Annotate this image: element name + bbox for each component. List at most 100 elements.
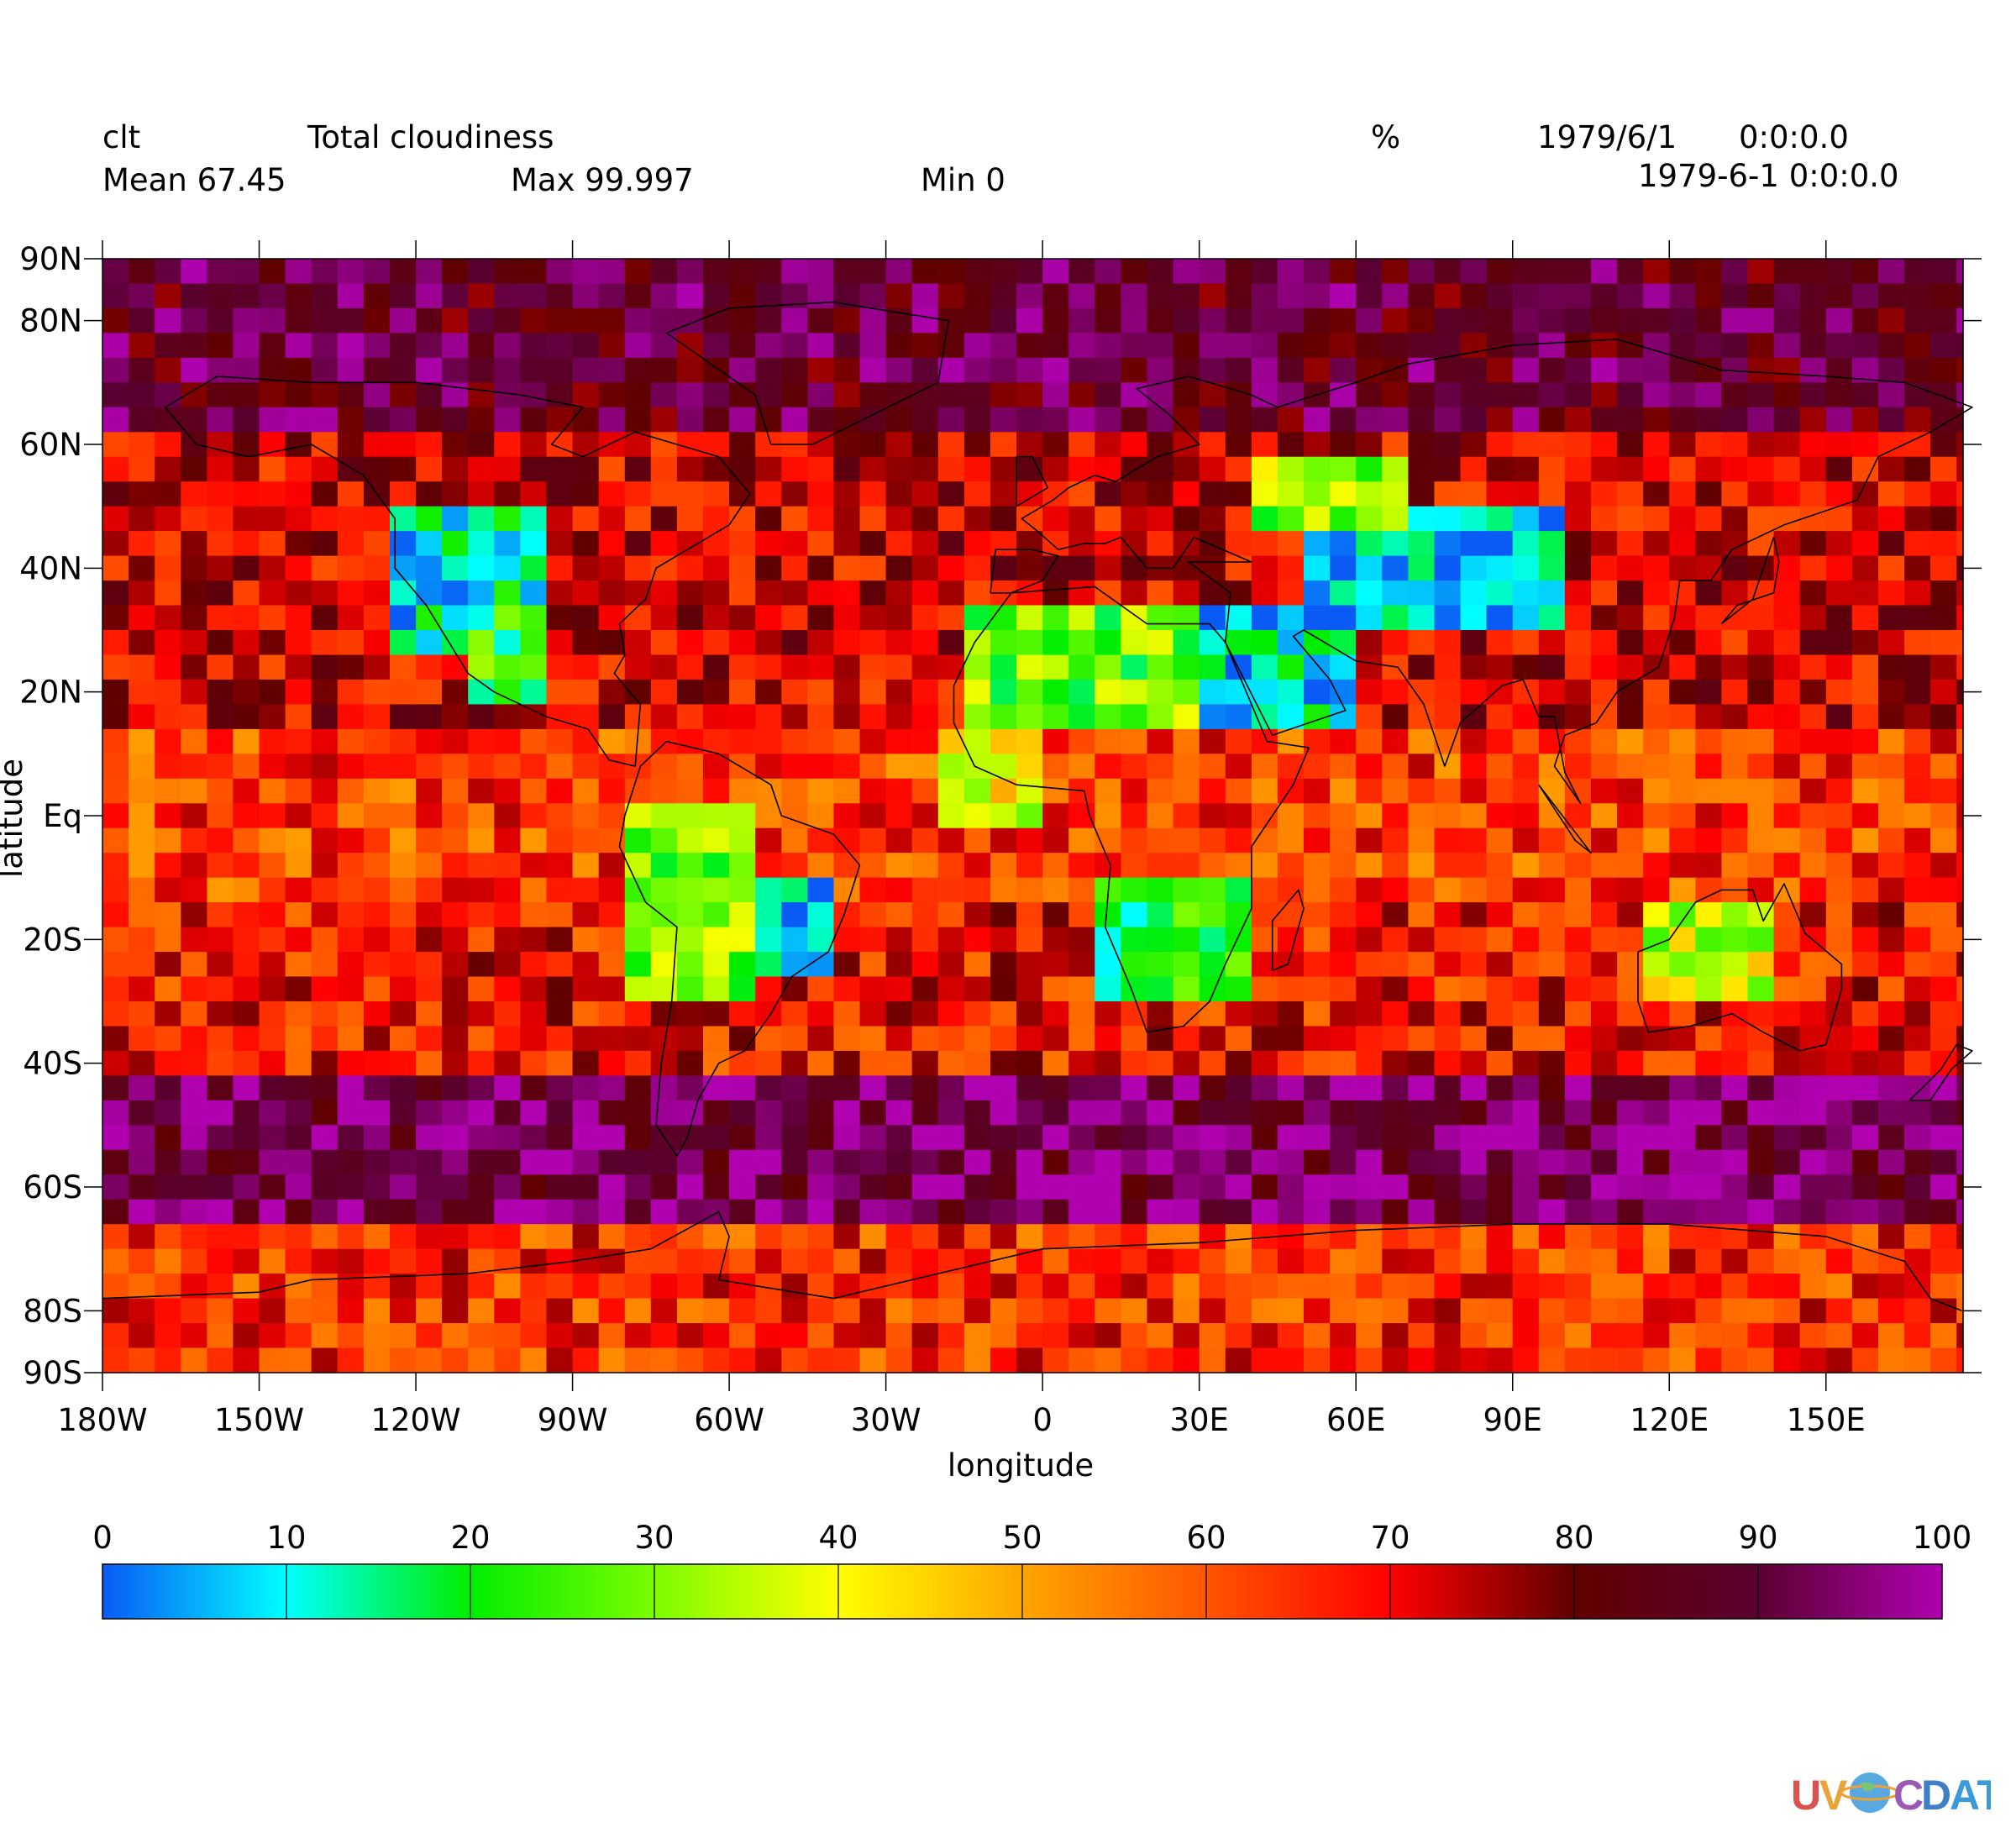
cloud-cell	[937, 1125, 965, 1151]
cloud-cell	[1121, 555, 1148, 581]
cloud-cell	[1304, 357, 1331, 383]
cloud-cell	[1956, 506, 1964, 532]
cloud-cell	[1486, 407, 1514, 433]
cloud-cell	[1643, 1075, 1670, 1101]
cloud-cell	[833, 778, 861, 804]
cloud-cell	[442, 605, 469, 631]
cloud-cell	[416, 1224, 443, 1250]
cloud-cell	[233, 1075, 260, 1101]
cloud-cell	[1460, 1001, 1488, 1027]
cloud-cell	[1121, 704, 1148, 730]
y-tick-label: 60S	[23, 1169, 82, 1205]
cloud-cell	[859, 1199, 887, 1225]
cloud-cell	[102, 1075, 129, 1101]
cloud-cell	[1851, 580, 1879, 607]
cloud-cell	[494, 679, 521, 705]
cloud-cell	[129, 827, 155, 853]
cloud-cell	[390, 1274, 417, 1300]
cloud-cell	[833, 1347, 861, 1373]
cloud-cell	[520, 1323, 548, 1349]
cloud-cell	[885, 1100, 913, 1126]
cloud-cell	[1799, 1274, 1827, 1300]
cloud-cell	[1199, 827, 1226, 853]
cloud-cell	[1173, 654, 1200, 680]
colorbar-label: 10	[266, 1520, 306, 1556]
cloud-cell	[1304, 1050, 1331, 1076]
cloud-cell	[1773, 382, 1801, 408]
cloud-cell	[494, 803, 521, 829]
cloud-cell	[1669, 679, 1696, 705]
cloud-cell	[911, 531, 939, 557]
cloud-cell	[181, 853, 207, 879]
cloud-cell	[1538, 1323, 1566, 1349]
cloud-cell	[1460, 1075, 1488, 1101]
cloud-cell	[703, 456, 730, 482]
cloud-cell	[520, 1274, 548, 1300]
cloud-cell	[494, 1224, 521, 1250]
cloud-cell	[1669, 654, 1696, 680]
cloud-cell	[572, 1050, 600, 1076]
cloud-cell	[1721, 902, 1749, 928]
cloud-cell	[833, 1149, 861, 1175]
cloud-cell	[1382, 432, 1409, 458]
cloud-cell	[546, 976, 574, 1002]
cloud-cell	[494, 259, 521, 285]
cloud-cell	[729, 754, 756, 780]
cloud-cell	[859, 506, 887, 532]
cloud-cell	[1878, 853, 1905, 879]
cloud-cell	[311, 1001, 339, 1027]
cloud-cell	[1016, 827, 1043, 853]
cloud-cell	[1721, 952, 1749, 978]
cloud-cell	[102, 778, 129, 804]
cloud-cell	[494, 927, 521, 953]
cloud-cell	[390, 1298, 417, 1324]
cloud-cell	[1904, 1125, 1931, 1151]
cloud-cell	[937, 1174, 965, 1200]
cloud-cell	[468, 1347, 495, 1373]
cloud-cell	[1173, 704, 1200, 730]
cloud-cell	[1068, 927, 1095, 953]
cloud-cell	[1225, 1199, 1252, 1225]
cloud-cell	[1304, 283, 1331, 309]
cloud-cell	[1512, 827, 1540, 853]
cloud-cell	[129, 803, 155, 829]
cloud-cell	[1773, 1323, 1801, 1349]
cloud-cell	[676, 853, 704, 879]
cloud-cell	[1591, 1050, 1618, 1076]
cloud-cell	[1591, 432, 1618, 458]
cloud-cell	[520, 877, 548, 903]
cloud-cell	[937, 654, 965, 680]
cloud-cell	[1956, 259, 1964, 285]
cloud-cell	[572, 877, 600, 903]
cloud-cell	[703, 1323, 730, 1349]
cloud-cell	[937, 1224, 965, 1250]
cloud-cell	[1956, 976, 1964, 1002]
cloud-cell	[1512, 1149, 1540, 1175]
cloud-cell	[807, 1248, 835, 1274]
cloud-cell	[155, 259, 181, 285]
cloud-cell	[833, 728, 861, 754]
cloud-cell	[833, 1026, 861, 1052]
cloud-cell	[781, 704, 808, 730]
cloud-cell	[1121, 259, 1148, 285]
cloud-cell	[468, 827, 495, 853]
cloud-cell	[1564, 853, 1592, 879]
cloud-cell	[1199, 927, 1226, 953]
cloud-cell	[1669, 902, 1696, 928]
cloud-cell	[1773, 778, 1801, 804]
cloud-cell	[781, 506, 808, 532]
cloud-cell	[1591, 827, 1618, 853]
cloud-cell	[572, 803, 600, 829]
cloud-cell	[807, 853, 835, 879]
cloud-cell	[1251, 1050, 1278, 1076]
cloud-cell	[1251, 307, 1278, 334]
cloud-cell	[624, 1298, 652, 1324]
cloud-cell	[833, 382, 861, 408]
cloud-cell	[624, 803, 652, 829]
cloud-cell	[1251, 754, 1278, 780]
cloud-cell	[1382, 1125, 1409, 1151]
cloud-cell	[1121, 803, 1148, 829]
cloud-cell	[102, 1125, 129, 1151]
cloud-cell	[1277, 1174, 1305, 1200]
cloud-cell	[1460, 1125, 1488, 1151]
